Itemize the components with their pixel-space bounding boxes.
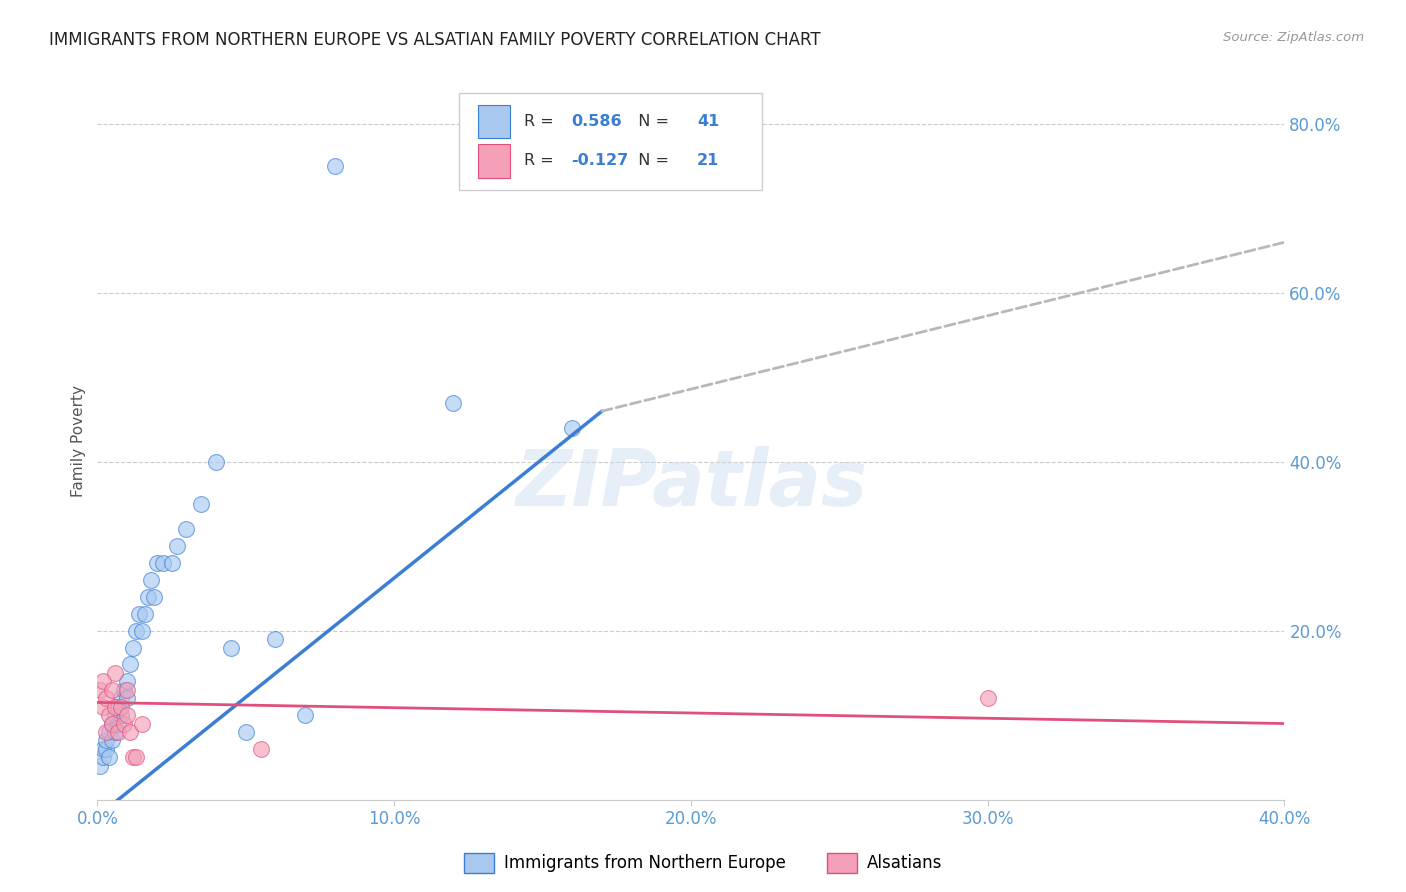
Point [101,716,124,731]
Point [122,640,145,655]
Text: 21: 21 [697,153,718,169]
Point [976,691,998,706]
Point [107,725,129,739]
Point [142,590,165,604]
Point [104,708,127,723]
Point [112,716,135,731]
Point [110,708,132,723]
Y-axis label: Family Poverty: Family Poverty [72,384,86,497]
Text: IMMIGRANTS FROM NORTHERN EUROPE VS ALSATIAN FAMILY POVERTY CORRELATION CHART: IMMIGRANTS FROM NORTHERN EUROPE VS ALSAT… [49,31,821,49]
Point [294,708,316,723]
Point [96,725,118,739]
Text: Source: ZipAtlas.com: Source: ZipAtlas.com [1223,31,1364,45]
FancyBboxPatch shape [478,104,510,138]
Point [125,624,148,638]
Point [249,742,271,756]
Text: 41: 41 [697,114,718,128]
Point [160,556,183,570]
Point [125,750,148,764]
Point [131,716,153,731]
Legend: Immigrants from Northern Europe, Alsatians: Immigrants from Northern Europe, Alsatia… [457,847,949,880]
Point [107,716,129,731]
Text: ZIPatlas: ZIPatlas [515,446,868,522]
Point [110,691,132,706]
Point [98,708,121,723]
Point [145,556,167,570]
Point [104,725,127,739]
Text: R =: R = [523,153,558,169]
Point [190,497,212,511]
Point [219,640,242,655]
Point [112,682,135,697]
FancyBboxPatch shape [478,144,510,178]
Point [139,573,162,587]
Point [134,607,156,621]
Point [115,682,138,697]
Point [128,607,150,621]
Point [136,590,159,604]
Point [205,455,228,469]
Text: R =: R = [523,114,558,128]
Point [115,674,138,689]
Point [176,522,198,536]
Point [235,725,257,739]
Point [264,632,287,646]
Point [98,725,121,739]
Point [96,691,118,706]
Point [118,657,141,672]
Point [107,699,129,714]
Point [96,733,118,747]
Point [101,716,124,731]
Point [323,159,346,173]
Text: N =: N = [628,114,673,128]
Point [91,750,114,764]
Point [131,624,153,638]
Point [91,742,114,756]
Point [561,421,583,435]
Point [89,758,111,772]
Point [89,682,111,697]
Point [118,725,141,739]
Point [91,699,114,714]
FancyBboxPatch shape [460,93,762,189]
Point [96,742,118,756]
Point [101,733,124,747]
Text: 0.586: 0.586 [571,114,621,128]
Point [110,699,132,714]
Point [101,682,124,697]
Point [166,539,188,553]
Point [115,708,138,723]
Point [443,395,465,409]
Point [152,556,174,570]
Text: N =: N = [628,153,673,169]
Point [122,750,145,764]
Point [115,691,138,706]
Point [104,665,127,680]
Text: -0.127: -0.127 [571,153,628,169]
Point [104,699,127,714]
Point [98,750,121,764]
Point [91,674,114,689]
